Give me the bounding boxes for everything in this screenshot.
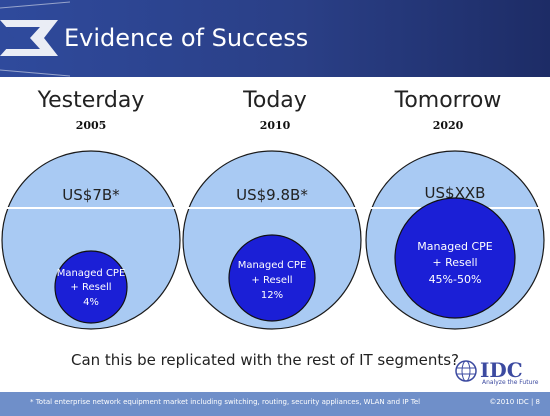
era-label: Today bbox=[243, 88, 307, 113]
managed-percent: 12% bbox=[261, 290, 283, 301]
footnote: * Total enterprise network equipment mar… bbox=[30, 398, 421, 406]
managed-line-1: Managed CPE bbox=[417, 240, 492, 253]
managed-percent: 4% bbox=[83, 297, 99, 308]
managed-line-2: + Resell bbox=[432, 256, 477, 269]
column-today: Today 2010 bbox=[190, 88, 360, 132]
globe-icon bbox=[455, 360, 477, 382]
managed-share-circle bbox=[228, 234, 316, 322]
column-yesterday: Yesterday 2005 bbox=[6, 88, 176, 132]
idc-tagline: Analyze the Future bbox=[482, 379, 539, 386]
market-size-label: US$7B* bbox=[62, 186, 120, 204]
idc-brand: IDC bbox=[480, 358, 523, 382]
year-label: 2005 bbox=[75, 119, 107, 132]
market-size-label: US$9.8B* bbox=[236, 186, 308, 204]
managed-line-2: + Resell bbox=[70, 282, 111, 293]
year-label: 2020 bbox=[432, 119, 464, 132]
managed-line-1: Managed CPE bbox=[238, 260, 307, 271]
closing-question: Can this be replicated with the rest of … bbox=[0, 351, 550, 369]
copyright: ©2010 IDC | 8 bbox=[489, 398, 540, 406]
managed-share-circle bbox=[394, 197, 516, 319]
arrow-logo-icon bbox=[0, 1, 70, 77]
slide-footer: * Total enterprise network equipment mar… bbox=[0, 392, 550, 416]
managed-line-1: Managed CPE bbox=[57, 268, 126, 279]
total-market-circle bbox=[1, 150, 181, 330]
closing-question-text: Can this be replicated with the rest of … bbox=[70, 351, 459, 369]
column-tomorrow: Tomorrow 2020 bbox=[363, 88, 533, 132]
era-label: Tomorrow bbox=[394, 88, 502, 113]
slide-title: Evidence of Success bbox=[64, 24, 309, 52]
managed-line-2: + Resell bbox=[251, 275, 292, 286]
managed-share-circle bbox=[54, 250, 128, 324]
market-size-label: US$XXB bbox=[425, 184, 486, 202]
year-label: 2010 bbox=[259, 119, 291, 132]
era-label: Yesterday bbox=[37, 88, 145, 113]
slide-header: Evidence of Success bbox=[0, 0, 550, 77]
idc-logo: IDC Analyze the Future bbox=[454, 358, 538, 387]
managed-percent: 45%-50% bbox=[429, 273, 482, 286]
